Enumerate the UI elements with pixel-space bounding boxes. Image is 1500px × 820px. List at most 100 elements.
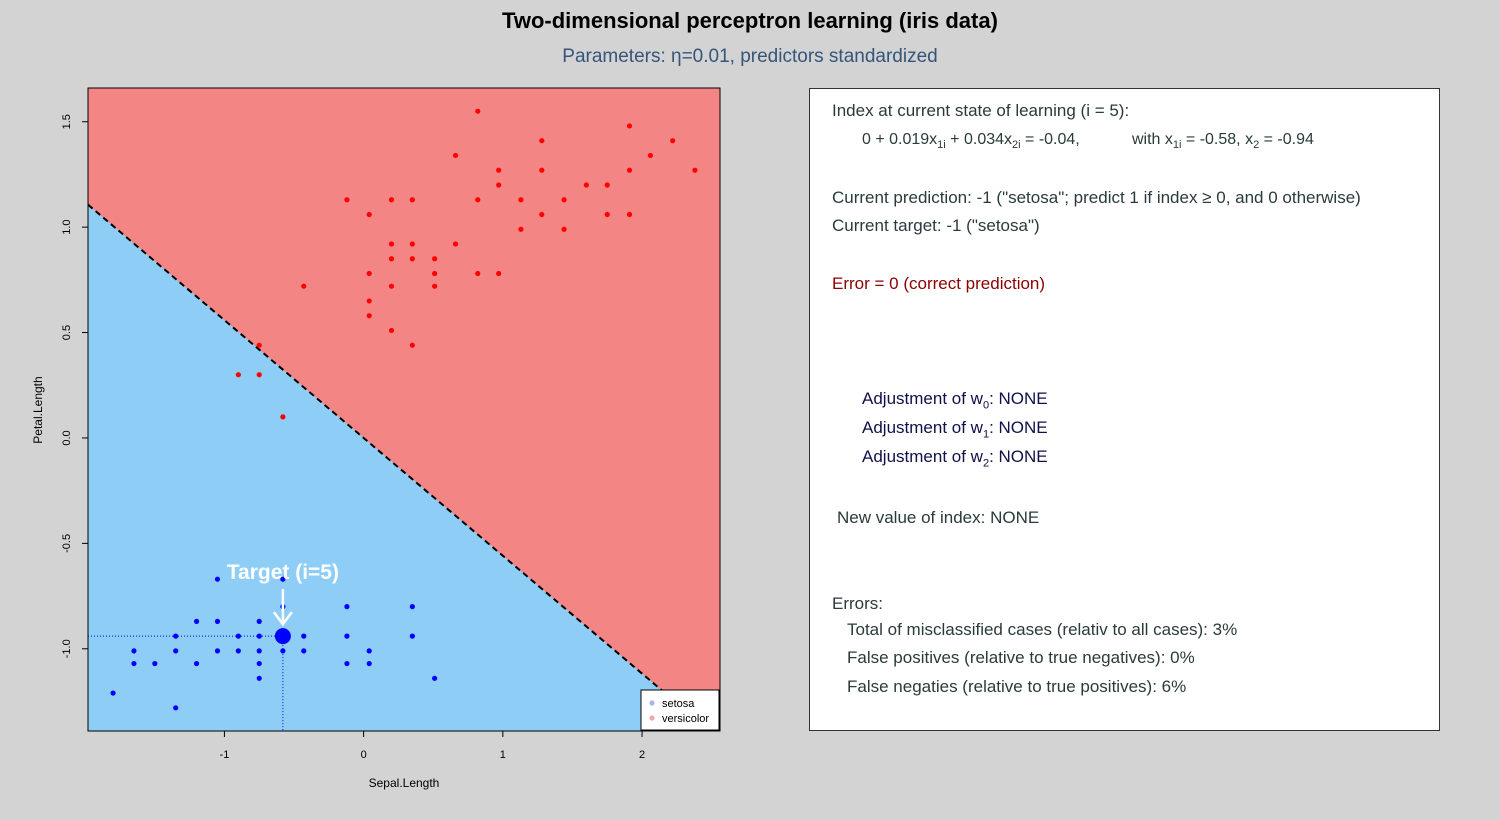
versicolor-point xyxy=(409,197,415,203)
versicolor-point xyxy=(583,182,589,188)
versicolor-point xyxy=(561,197,567,203)
legend-box xyxy=(640,689,720,731)
versicolor-point xyxy=(561,226,567,232)
chart-subtitle: Parameters: η=0.01, predictors standardi… xyxy=(562,46,938,67)
versicolor-point xyxy=(432,283,438,289)
versicolor-point xyxy=(692,167,698,173)
plot-frame xyxy=(87,87,721,732)
setosa-point xyxy=(301,648,307,654)
versicolor-point xyxy=(539,138,545,144)
versicolor-point xyxy=(388,197,395,203)
x-tick-label: -1 xyxy=(220,749,230,761)
setosa-point xyxy=(235,648,241,654)
new-index-value: New value of index: NONE xyxy=(837,508,1040,527)
target-point xyxy=(274,628,291,645)
versicolor-point xyxy=(432,270,438,277)
versicolor-point xyxy=(301,283,307,289)
false-negatives: False negaties (relative to true positiv… xyxy=(847,677,1187,696)
versicolor-point xyxy=(626,167,633,173)
setosa-point xyxy=(214,576,221,582)
setosa-point xyxy=(366,660,372,667)
y-tick-label: 0.0 xyxy=(61,430,73,445)
versicolor-point xyxy=(235,372,241,378)
versicolor-point xyxy=(366,313,372,319)
setosa-point xyxy=(256,648,262,654)
versicolor-point xyxy=(626,211,633,218)
setosa-point xyxy=(131,660,137,667)
versicolor-point xyxy=(475,108,481,114)
versicolor-point xyxy=(344,197,350,203)
versicolor-point xyxy=(475,270,481,277)
legend-marker-setosa xyxy=(649,700,655,706)
adjustment-w0: Adjustment of w0: NONE xyxy=(862,389,1048,412)
setosa-point xyxy=(432,675,438,681)
setosa-point xyxy=(256,618,262,624)
legend-marker-versicolor xyxy=(649,715,655,721)
scatter-plot: -1 0 1 2 -1.0 -0.5 0.0 0.5 1.0 1.5 Target (i=5) s… xyxy=(31,87,721,790)
setosa-point xyxy=(280,576,286,582)
versicolor-point xyxy=(604,211,610,218)
setosa-point xyxy=(256,675,262,681)
y-axis-label: Petal.Length xyxy=(31,376,45,443)
index-formula: 0 + 0.019x1i + 0.034x2i = -0.04, xyxy=(862,131,1080,152)
setosa-point xyxy=(214,618,221,624)
y-tick-label: 1.5 xyxy=(61,114,73,129)
versicolor-point xyxy=(539,167,545,173)
x-tick-label: 0 xyxy=(361,749,367,761)
versicolor-point xyxy=(409,241,415,247)
versicolor-point xyxy=(496,167,502,173)
current-inputs: with x1i = -0.58, x2 = -0.94 xyxy=(1132,131,1314,152)
setosa-point xyxy=(131,648,137,654)
setosa-point xyxy=(173,648,179,654)
setosa-point xyxy=(344,633,350,639)
setosa-point xyxy=(344,604,350,610)
y-tick-label: 0.5 xyxy=(61,325,73,340)
versicolor-point xyxy=(518,226,524,232)
versicolor-point xyxy=(388,241,395,247)
target-arrow xyxy=(272,589,293,627)
versicolor-point xyxy=(409,256,415,262)
setosa-point xyxy=(173,705,179,711)
versicolor-point xyxy=(409,342,415,348)
setosa-point xyxy=(193,618,200,624)
setosa-point xyxy=(193,660,200,667)
legend-label-versicolor: versicolor xyxy=(662,713,709,725)
adjustment-w2: Adjustment of w2: NONE xyxy=(862,447,1048,470)
errors-title: Errors: xyxy=(832,594,883,613)
versicolor-point xyxy=(475,197,481,203)
y-tick-label: -1.0 xyxy=(61,639,73,658)
false-positives: False positives (relative to true negati… xyxy=(847,648,1195,667)
chart-title: Two-dimensional perceptron learning (iri… xyxy=(502,8,998,33)
setosa-point xyxy=(366,648,372,654)
current-target: Current target: -1 ("setosa") xyxy=(832,216,1040,235)
versicolor-point xyxy=(647,152,653,159)
versicolor-point xyxy=(388,283,395,289)
setosa-point xyxy=(152,660,158,667)
versicolor-point xyxy=(539,211,545,218)
versicolor-point xyxy=(626,123,633,129)
setosa-point xyxy=(280,648,286,654)
versicolor-point xyxy=(670,138,676,144)
versicolor-point xyxy=(388,256,395,262)
setosa-point xyxy=(409,633,415,639)
versicolor-point xyxy=(432,256,438,262)
versicolor-point xyxy=(366,211,372,218)
current-prediction: Current prediction: -1 ("setosa"; predic… xyxy=(832,188,1361,207)
versicolor-point xyxy=(496,270,502,277)
error-status: Error = 0 (correct prediction) xyxy=(832,274,1046,293)
setosa-point xyxy=(214,648,221,654)
total-misclassified: Total of misclassified cases (relativ to… xyxy=(847,620,1238,639)
decision-boundary-line xyxy=(88,203,712,731)
versicolor-point xyxy=(452,241,459,247)
versicolor-point xyxy=(256,372,262,378)
versicolor-point xyxy=(280,414,286,420)
versicolor-point xyxy=(604,182,610,188)
adjustment-w1: Adjustment of w1: NONE xyxy=(862,418,1048,441)
index-title: Index at current state of learning (i = … xyxy=(832,101,1130,120)
y-tick-label: -0.5 xyxy=(61,534,73,553)
versicolor-point xyxy=(496,182,502,188)
x-axis-label: Sepal.Length xyxy=(369,776,440,790)
x-tick-label: 1 xyxy=(500,749,506,761)
learning-state-panel: Index at current state of learning (i = … xyxy=(809,88,1440,731)
setosa-point xyxy=(301,633,307,639)
